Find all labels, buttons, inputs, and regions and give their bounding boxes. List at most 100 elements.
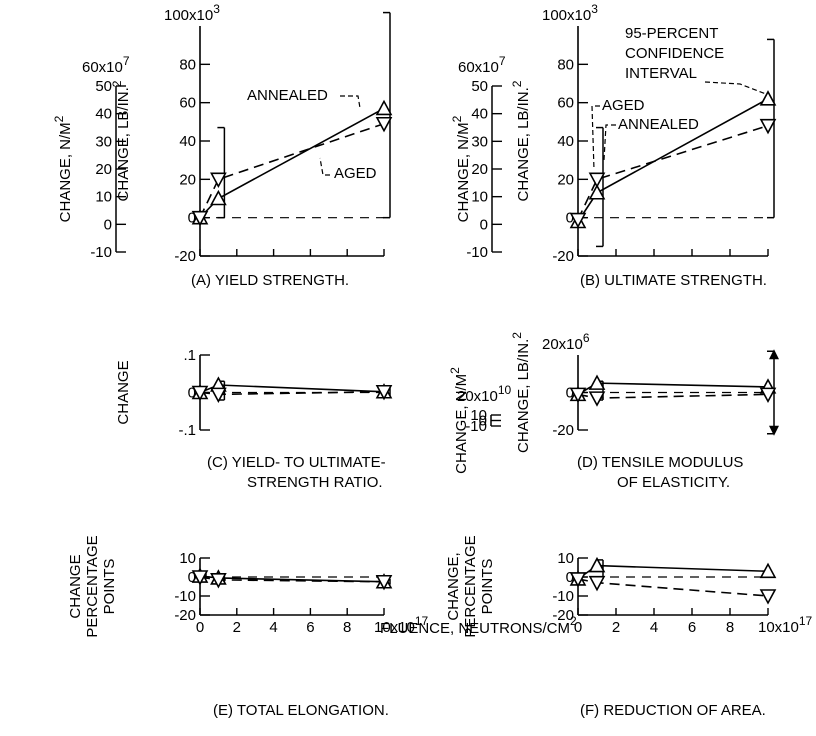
secondary-y-axis-title-text: CHANGE, N/M2 [52,115,74,222]
y-axis-title-line: CHANGE [67,554,84,618]
secondary-y-tick-label: 20 [471,161,488,178]
y-axis-title-line: PERCENTAGE [84,535,101,637]
secondary-y-axis-title-text: CHANGE, N/M2 [448,367,470,474]
panel-b: 806040200-20100x10350403020100-1060x107C… [450,2,777,289]
series-line-annealed [199,384,385,394]
panel-caption: (E) TOTAL ELONGATION. [213,702,389,719]
marker-aged [375,116,393,133]
panel-caption-line: OF ELASTICITY. [617,474,730,491]
marker-annealed [210,189,227,206]
y-tick-label: 20 [557,171,574,188]
x-tick-label: 2 [233,619,241,636]
secondary-y-axis-title: CHANGE, N/M2 [52,115,74,222]
marker-aged [210,172,227,189]
secondary-y-tick-label: 40 [471,106,488,123]
series-line-aged [199,390,385,396]
marker-annealed [588,184,606,200]
y-axis-title-line: CHANGE, [445,552,462,620]
y-axis-title-line: PERCENTAGE [462,535,479,637]
marker-aged [588,172,606,189]
x-tick-label: 8 [343,619,351,636]
y-axis-title-text: CHANGE, LB/IN.2 [510,332,532,453]
y-tick-label: 10 [179,550,196,567]
secondary-top-exponent-label: 20x1010 [457,383,512,405]
marker-aged [210,387,227,404]
y-axis-title: CHANGE PERCENTAGE POINTS [67,535,118,637]
x-axis-label: FLUENCE, NEUTRONS/CM2 [380,614,577,637]
panel-caption: (A) YIELD STRENGTH. [191,272,349,289]
y-tick-label: 0 [566,569,574,586]
y-tick-label: 10 [557,550,574,567]
x-tick-label: 4 [650,619,658,636]
x-tick-label: 0 [574,619,582,636]
y-tick-label: -20 [552,422,574,439]
annotation-leader [591,105,600,171]
marker-aged [191,385,209,402]
x-tick-label: 8 [726,619,734,636]
secondary-y-tick-label: 0 [480,216,488,233]
marker-aged [210,573,227,589]
y-tick-label: 60 [179,95,196,112]
annotation-leader [340,95,361,109]
y-axis-title-text: CHANGE, LB/IN.2 [110,80,132,201]
secondary-top-exponent-label: 60x107 [458,54,506,76]
secondary-y-tick-label: -10 [90,244,112,261]
x-tick-label: 6 [306,619,314,636]
series-line-aged [577,578,769,597]
y-tick-label: -20 [174,607,196,624]
series-line-aged [577,393,769,399]
series-line-aged [577,124,769,220]
secondary-y-axis-title: CHANGE, N/M2 [450,115,472,222]
y-axis-title-text: CHANGE, LB/IN.2 [510,80,532,201]
marker-annealed [588,374,606,390]
secondary-y-tick-label: 10 [95,189,112,206]
y-tick-label: 0 [188,569,196,586]
y-tick-label: -20 [552,607,574,624]
secondary-y-tick-label: 50 [471,78,488,95]
y-axis-title: CHANGE, PERCENTAGE POINTS [445,535,496,637]
marker-annealed [375,99,393,116]
marker-aged [759,118,777,135]
panel-caption-line: (C) YIELD- TO ULTIMATE- [207,454,386,471]
y-axis-title: CHANGE [115,360,132,424]
y-tick-label: -20 [552,248,574,265]
y-top-exponent-label: 20x106 [542,331,590,353]
y-tick-label: -20 [174,248,196,265]
x-axis-footer: FLUENCE, NEUTRONS/CM2 [380,614,577,637]
annotation-ci-line-2: CONFIDENCE [625,45,724,62]
annotation-aged: AGED [602,97,645,114]
panel-caption: (B) ULTIMATE STRENGTH. [580,272,767,289]
series-line-annealed [199,107,385,219]
y-tick-label: 0 [188,385,196,402]
secondary-y-axis-title: CHANGE, N/M2 [448,367,470,474]
ci-arrow-down [769,425,779,436]
marker-aged [759,387,777,404]
series-line-annealed [199,575,385,583]
y-top-exponent-label: 100x103 [542,2,598,24]
panel-a: 80 60 40 20 0 -20 100x103 50 40 30 20 10 0 -10 60x107 C… [52,2,393,289]
marker-aged [759,589,777,605]
annotation-leader [319,157,330,176]
panel-caption-line: (D) TENSILE MODULUS [577,454,743,471]
secondary-y-tick-label: 0 [479,413,487,430]
marker-aged [375,574,393,591]
marker-aged [569,212,587,229]
annotation-annealed: ANNEALED [247,87,328,104]
panels: 806040200-20100x10350403020100-1060x107C… [52,2,813,719]
y-axis-title: CHANGE, LB/IN.2 [110,80,132,201]
y-axis-title-line: POINTS [479,559,496,615]
marker-annealed [759,562,777,579]
marker-aged [191,570,209,586]
y-tick-label: 40 [179,133,196,150]
y-tick-label: 0 [188,210,196,227]
y-tick-label: -10 [552,588,574,605]
panel-caption: (F) REDUCTION OF AREA. [580,702,766,719]
secondary-y-tick-label: 10 [471,189,488,206]
panel-caption-line: STRENGTH RATIO. [247,474,383,491]
y-tick-label: -.1 [178,422,196,439]
marker-aged [191,210,209,227]
